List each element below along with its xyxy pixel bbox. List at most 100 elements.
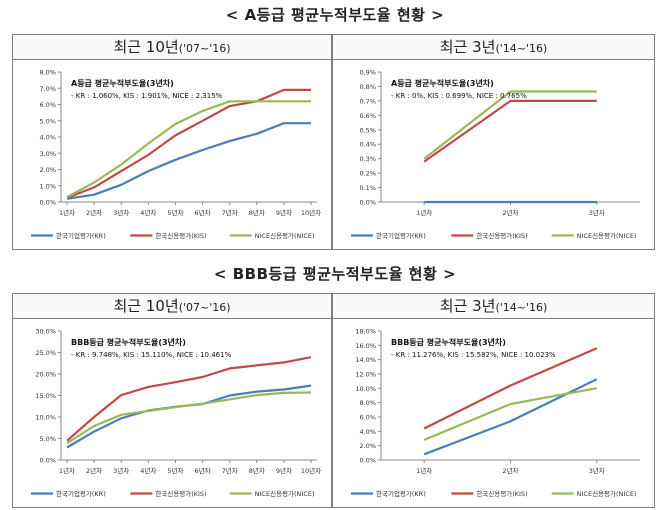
legend-label: 한국신용평가(KIS) bbox=[155, 231, 206, 240]
x-tick-label: 7년차 bbox=[222, 208, 238, 217]
x-tick-label: 4년차 bbox=[140, 208, 156, 217]
y-tick-label: 14.0% bbox=[355, 356, 376, 364]
y-tick-label: 0.3% bbox=[359, 155, 376, 163]
legend-label: 한국기업평가(KR) bbox=[376, 489, 426, 498]
y-tick-label: 16.0% bbox=[355, 342, 376, 350]
x-tick-label: 2년차 bbox=[86, 466, 102, 475]
y-tick-label: 2.0% bbox=[359, 442, 376, 450]
y-tick-label: 6.0% bbox=[39, 101, 56, 109]
chart-subtitle: - KR : 1.060%, KIS : 1.901%, NICE : 2.31… bbox=[71, 92, 223, 100]
x-tick-label: 7년차 bbox=[222, 466, 238, 475]
chart-bbb-10yr: 0.0% 5.0% 10.0% 15.0% 20.0% 25.0% 30.0% 1년차 2년차 3… bbox=[31, 328, 321, 498]
series-line-kr bbox=[66, 384, 312, 449]
y-tick-label: 12.0% bbox=[355, 371, 376, 379]
y-tick-label: 0.6% bbox=[359, 112, 376, 120]
panel-header-main: 최근 10년 bbox=[113, 38, 179, 56]
y-tick-label: 25.0% bbox=[35, 349, 56, 357]
x-tick-label: 6년차 bbox=[195, 208, 211, 217]
x-tick-label: 8년차 bbox=[249, 466, 265, 475]
x-tick-label: 2년차 bbox=[502, 466, 518, 475]
x-tick-label: 4년차 bbox=[140, 466, 156, 475]
x-tick-label: 9년차 bbox=[276, 466, 292, 475]
y-tick-label: 4.0% bbox=[359, 428, 376, 436]
y-tick-label: 0.0% bbox=[359, 457, 376, 465]
y-tick-label: 18.0% bbox=[355, 328, 376, 336]
y-tick-label: 0.2% bbox=[359, 170, 376, 178]
panel-header-main: 최근 3년 bbox=[439, 38, 496, 56]
panel-bbb-10yr: 최근 10년('07~'16) 0.0% 5.0% 10.0% 15.0% 20.0% 2… bbox=[12, 293, 332, 508]
series-line-nice bbox=[66, 100, 311, 199]
y-tick-label: 15.0% bbox=[35, 392, 56, 400]
y-tick-label: 0.5% bbox=[359, 126, 376, 134]
y-tick-label: 0.0% bbox=[39, 199, 56, 207]
panel-a-3yr: 최근 3년('14~'16) 0.0% 0.1% 0.2% 0.3% 0.4% 0.5% 0… bbox=[332, 34, 655, 250]
x-tick-label: 8년차 bbox=[249, 208, 265, 217]
chart-a-3yr: 0.0% 0.1% 0.2% 0.3% 0.4% 0.5% 0.6% 0.7% 0.8% 0.9%… bbox=[351, 69, 640, 240]
chart-title: BBB등급 평균누적부도율(3년차) bbox=[71, 337, 186, 347]
x-tick-label: 2년차 bbox=[86, 208, 102, 217]
x-tick-label: 10년차 bbox=[301, 466, 321, 475]
chart-title: A등급 평균누적부도율(3년차) bbox=[71, 78, 174, 88]
y-tick-label: 30.0% bbox=[35, 328, 56, 336]
series-line-nice bbox=[423, 387, 597, 441]
legend-label: 한국신용평가(KIS) bbox=[476, 489, 527, 498]
panel-header-main: 최근 3년 bbox=[439, 297, 496, 315]
y-tick-label: 2.0% bbox=[39, 166, 56, 174]
y-tick-label: 20.0% bbox=[35, 371, 56, 379]
y-tick-label: 0.9% bbox=[359, 69, 376, 77]
y-tick-label: 0.8% bbox=[359, 83, 376, 91]
x-tick-label: 3년차 bbox=[113, 208, 129, 217]
y-tick-label: 1.0% bbox=[39, 182, 56, 190]
y-tick-label: 10.0% bbox=[35, 414, 56, 422]
y-tick-label: 0.4% bbox=[359, 141, 376, 149]
series-line-kr bbox=[66, 122, 311, 200]
panel-header-sub: ('07~'16) bbox=[178, 42, 231, 55]
panel-header-sub: ('14~'16) bbox=[495, 42, 548, 55]
x-tick-label: 3년차 bbox=[113, 466, 129, 475]
x-tick-label: 1년차 bbox=[416, 208, 432, 217]
chart-subtitle: - KR : 0%, KIS : 0.699%, NICE : 0.765% bbox=[391, 92, 527, 100]
panel-header: 최근 10년('07~'16) bbox=[13, 294, 331, 319]
legend-label: 한국신용평가(KIS) bbox=[155, 489, 206, 498]
y-tick-label: 6.0% bbox=[359, 414, 376, 422]
legend-label: NICE신용평가(NICE) bbox=[577, 489, 637, 498]
legend-label: 한국기업평가(KR) bbox=[56, 489, 106, 498]
x-tick-label: 3년차 bbox=[589, 208, 605, 217]
panel-header-sub: ('14~'16) bbox=[495, 301, 548, 314]
y-tick-label: 5.0% bbox=[39, 117, 56, 125]
series-line-nice bbox=[66, 391, 312, 445]
y-tick-label: 8.0% bbox=[359, 399, 376, 407]
legend-label: 한국신용평가(KIS) bbox=[476, 231, 527, 240]
chart-a-10yr: 0.0% 1.0% 2.0% 3.0% 4.0% 5.0% 6.0% 7.0% 8.0% 1년차 2… bbox=[31, 69, 321, 240]
chart-title: A등급 평균누적부도율(3년차) bbox=[391, 78, 494, 88]
x-tick-label: 2년차 bbox=[502, 208, 518, 217]
panel-header: 최근 10년('07~'16) bbox=[13, 35, 331, 60]
x-tick-label: 1년차 bbox=[59, 208, 75, 217]
x-tick-label: 1년차 bbox=[416, 466, 432, 475]
section-title-a-grade: < A등급 평균누적부도율 현황 > bbox=[225, 6, 445, 24]
panel-header: 최근 3년('14~'16) bbox=[333, 35, 654, 60]
legend-label: NICE신용평가(NICE) bbox=[255, 489, 315, 498]
legend-label: 한국기업평가(KR) bbox=[56, 231, 106, 240]
y-tick-label: 0.7% bbox=[359, 97, 376, 105]
chart-subtitle: - KR : 11.276%, KIS : 15.582%, NICE : 10… bbox=[391, 351, 556, 359]
chart-bbb-3yr: 0.0% 2.0% 4.0% 6.0% 8.0% 10.0% 12.0% 14.0% 16.0%… bbox=[351, 328, 640, 498]
y-tick-label: 5.0% bbox=[39, 435, 56, 443]
y-tick-label: 0.0% bbox=[39, 457, 56, 465]
panel-header-sub: ('07~'16) bbox=[178, 301, 231, 314]
section-title-bbb-grade: < BBB등급 평균누적부도율 현황 > bbox=[213, 265, 457, 283]
y-tick-label: 0.1% bbox=[359, 184, 376, 192]
legend-label: 한국기업평가(KR) bbox=[376, 231, 426, 240]
x-tick-label: 9년차 bbox=[276, 208, 292, 217]
series-line-kis bbox=[423, 347, 598, 430]
y-tick-label: 8.0% bbox=[39, 69, 56, 77]
chart-subtitle: - KR : 9.748%, KIS : 15.110%, NICE : 10.… bbox=[71, 351, 232, 359]
panel-bbb-3yr: 최근 3년('14~'16) 0.0% 2.0% 4.0% 6.0% 8.0% 10.0%… bbox=[332, 293, 655, 508]
legend-label: NICE신용평가(NICE) bbox=[255, 231, 315, 240]
x-tick-label: 1년차 bbox=[59, 466, 75, 475]
series-line-kis bbox=[423, 99, 597, 163]
x-tick-label: 5년차 bbox=[167, 208, 183, 217]
series-line-nice bbox=[423, 90, 597, 160]
series-line-kis bbox=[66, 88, 311, 199]
series-line-kis bbox=[66, 356, 312, 442]
